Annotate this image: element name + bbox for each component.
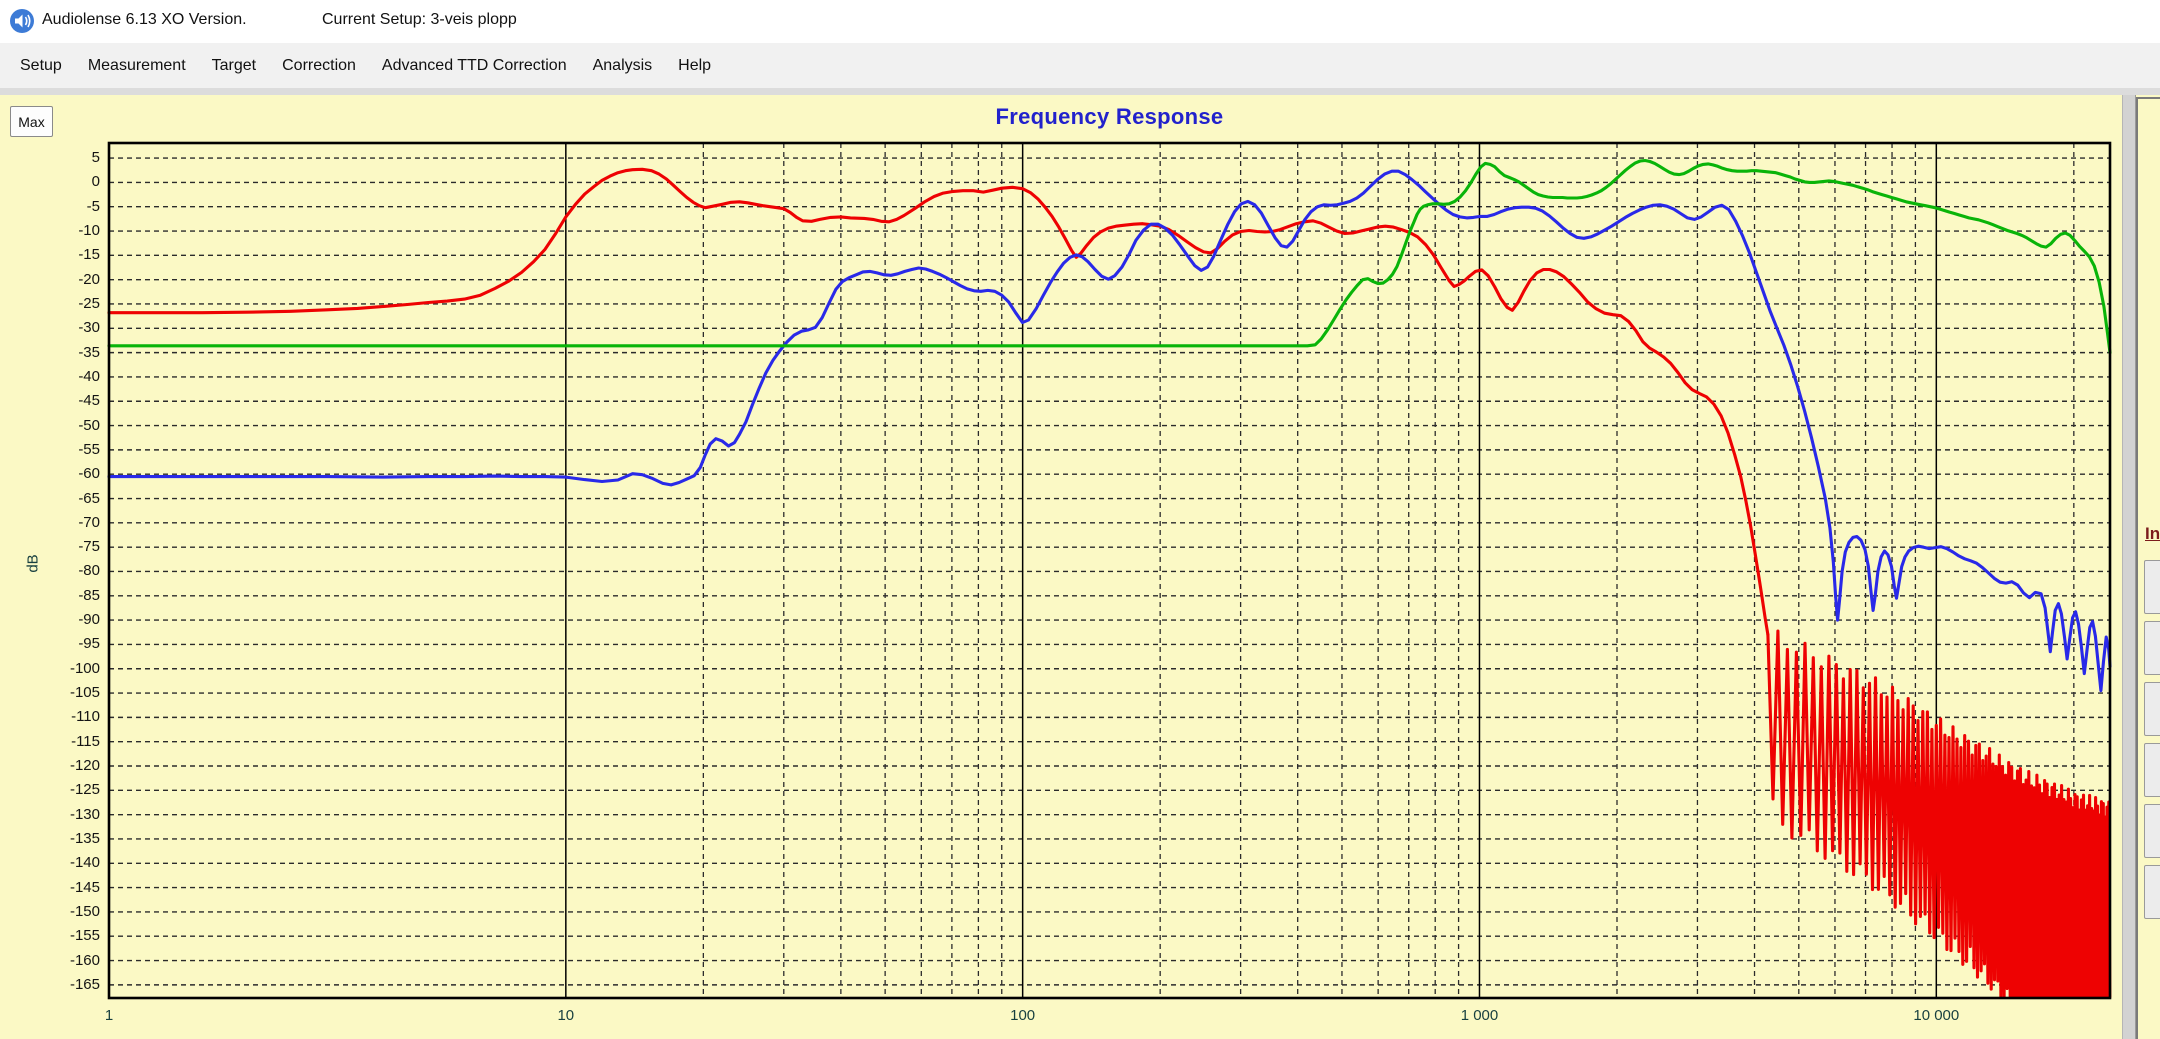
y-tick-label: -160 — [69, 951, 100, 969]
side-toolbar-button[interactable] — [2144, 865, 2160, 919]
y-axis-label: dB — [24, 554, 42, 573]
menu-item-correction[interactable]: Correction — [282, 56, 356, 74]
panel-splitter[interactable] — [2122, 95, 2136, 1039]
menu-item-target[interactable]: Target — [211, 56, 257, 74]
y-tick-label: -165 — [69, 975, 100, 993]
menu-bar-divider — [0, 88, 2160, 95]
info-link[interactable]: In — [2145, 524, 2160, 543]
window-title: Audiolense 6.13 XO Version. — [42, 11, 247, 28]
y-tick-label: -45 — [78, 392, 100, 410]
y-tick-label: -110 — [71, 708, 100, 726]
y-tick-label: -155 — [69, 927, 100, 945]
y-tick-label: -65 — [78, 489, 100, 507]
curve-midrange-blue — [107, 169, 2112, 693]
y-tick-label: -140 — [69, 854, 100, 872]
y-tick-label: -35 — [78, 343, 100, 361]
y-tick-label: -150 — [69, 902, 100, 920]
current-setup-label: Current Setup: 3-veis plopp — [322, 11, 517, 28]
y-tick-label: -70 — [78, 513, 100, 531]
frequency-response-chart[interactable] — [0, 95, 2122, 1039]
x-tick-label: 1 000 — [1460, 1007, 1499, 1024]
y-tick-label: -25 — [78, 294, 100, 312]
side-toolbar-button[interactable] — [2144, 621, 2160, 675]
title-bar: Audiolense 6.13 XO Version. Current Setu… — [0, 0, 2160, 43]
y-tick-label: -50 — [78, 416, 100, 434]
y-tick-label: -40 — [78, 367, 100, 385]
plot-border — [107, 141, 2112, 1000]
menu-item-measurement[interactable]: Measurement — [87, 56, 186, 74]
app-logo-icon — [10, 9, 34, 33]
y-tick-label: 0 — [91, 173, 100, 191]
menu-item-analysis[interactable]: Analysis — [592, 56, 653, 74]
menu-bar: Setup Measurement Target Correction Advanced… — [0, 43, 2160, 88]
chart-title: Frequency Response — [995, 104, 1224, 129]
y-tick-label: -135 — [69, 829, 100, 847]
y-tick-label: -75 — [78, 538, 100, 556]
y-tick-label: -130 — [69, 805, 100, 823]
y-tick-label: -10 — [78, 222, 100, 240]
y-tick-label: -20 — [78, 270, 100, 288]
y-tick-label: -85 — [78, 586, 100, 604]
curve-woofer-red — [107, 167, 1770, 637]
right-side-panel: In — [2136, 97, 2160, 1039]
curve-tweeter-green — [107, 158, 2112, 355]
y-tick-label: -30 — [78, 319, 100, 337]
y-tick-label: -100 — [69, 659, 100, 677]
y-tick-label: -125 — [69, 781, 100, 799]
y-tick-label: -80 — [78, 562, 100, 580]
y-tick-label: 5 — [91, 149, 100, 167]
side-toolbar-button[interactable] — [2144, 560, 2160, 614]
y-tick-label: -95 — [78, 635, 100, 653]
menu-item-advanced-ttd-correction[interactable]: Advanced TTD Correction — [381, 56, 567, 74]
frequency-response-panel: Max Frequency Response dB 5 0 -5 -10 -15 -20 -… — [0, 95, 2122, 1039]
menu-item-help[interactable]: Help — [678, 56, 712, 74]
y-tick-label: -5 — [86, 197, 100, 215]
x-tick-label: 1 — [104, 1007, 114, 1024]
y-tick-label: -115 — [71, 732, 100, 750]
y-tick-label: -120 — [69, 757, 100, 774]
y-tick-label: -145 — [69, 878, 100, 896]
y-tick-label: -15 — [78, 246, 100, 264]
y-tick-label: -105 — [69, 684, 100, 702]
menu-item-setup[interactable]: Setup — [20, 56, 62, 74]
y-tick-label: -90 — [78, 611, 100, 629]
y-tick-label: -60 — [78, 465, 100, 483]
side-toolbar-button[interactable] — [2144, 682, 2160, 736]
max-button[interactable]: Max — [10, 106, 53, 137]
x-tick-label: 10 000 — [1913, 1007, 1960, 1024]
y-tick-label: -55 — [78, 440, 100, 458]
curve-woofer-red-comb — [1766, 629, 2112, 999]
side-toolbar-button[interactable] — [2144, 804, 2160, 858]
x-tick-label: 100 — [1010, 1007, 1036, 1024]
side-toolbar-button[interactable] — [2144, 743, 2160, 797]
x-tick-label: 10 — [557, 1007, 575, 1024]
